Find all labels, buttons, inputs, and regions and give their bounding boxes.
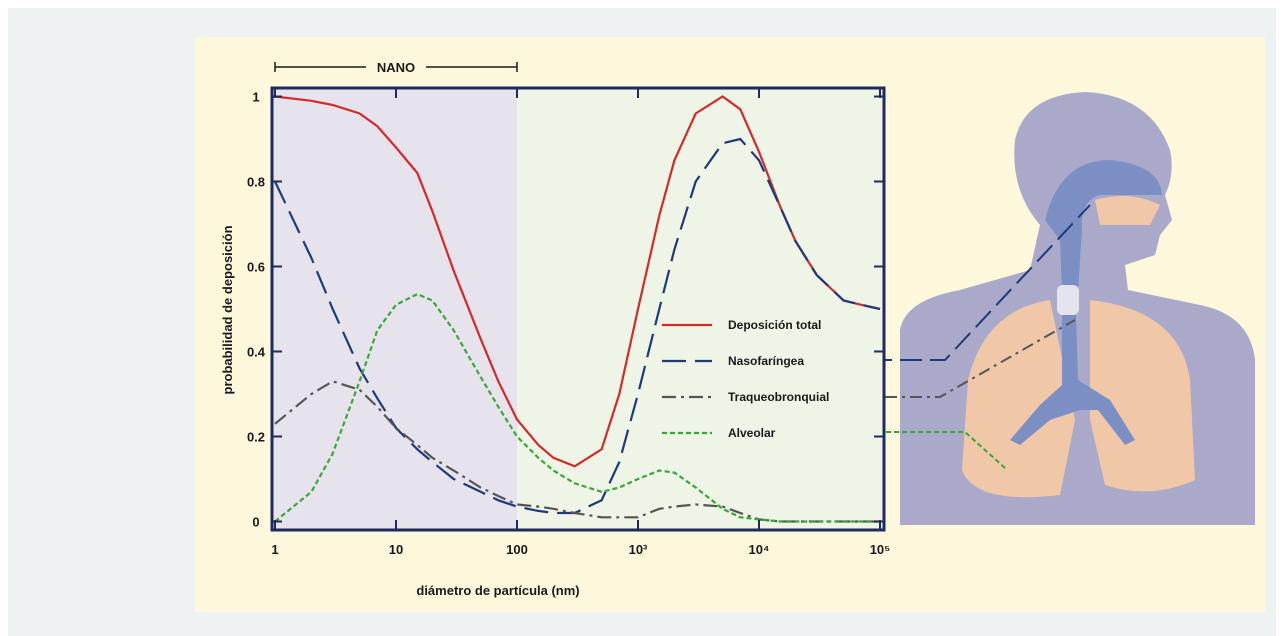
y-tick-label: 0.2	[247, 430, 265, 445]
plot-frame	[270, 86, 886, 532]
legend-label: Alveolar	[728, 426, 776, 440]
nano-region	[272, 88, 517, 530]
x-tick-label: 10³	[629, 542, 648, 557]
legend-label: Traqueobronquial	[728, 390, 829, 404]
x-tick-label: 10⁵	[870, 542, 891, 557]
micro-region	[517, 88, 884, 530]
x-axis-label: diámetro de partícula (nm)	[416, 583, 579, 598]
nasal-airway	[1045, 160, 1162, 290]
bronchi	[1010, 315, 1135, 445]
y-axis-label: probabilidad de deposición	[220, 225, 235, 394]
series-line	[274, 292, 880, 523]
y-tick-label: 0.4	[247, 345, 266, 360]
leader-naso	[870, 204, 1091, 361]
nano-label: NANO	[377, 60, 415, 75]
x-tick-label: 100	[506, 542, 528, 557]
mouth	[1095, 196, 1160, 225]
x-tick-label: 1	[271, 542, 278, 557]
x-tick-label: 10⁴	[749, 542, 770, 557]
nano-label-bg	[366, 58, 426, 76]
y-tick-label: 0	[252, 515, 259, 530]
y-tick-label: 0.6	[247, 260, 265, 275]
larynx	[1057, 285, 1079, 315]
right-lung	[1090, 300, 1195, 492]
legend-label: Deposición total	[728, 318, 821, 332]
left-lung	[962, 300, 1075, 498]
x-tick-label: 10	[389, 542, 403, 557]
legend-label: Nasofaríngea	[728, 354, 804, 368]
leader-traqueo	[860, 319, 1076, 398]
y-tick-label: 1	[252, 90, 259, 105]
body-illustration	[900, 92, 1255, 525]
y-tick-label: 0.8	[247, 175, 265, 190]
